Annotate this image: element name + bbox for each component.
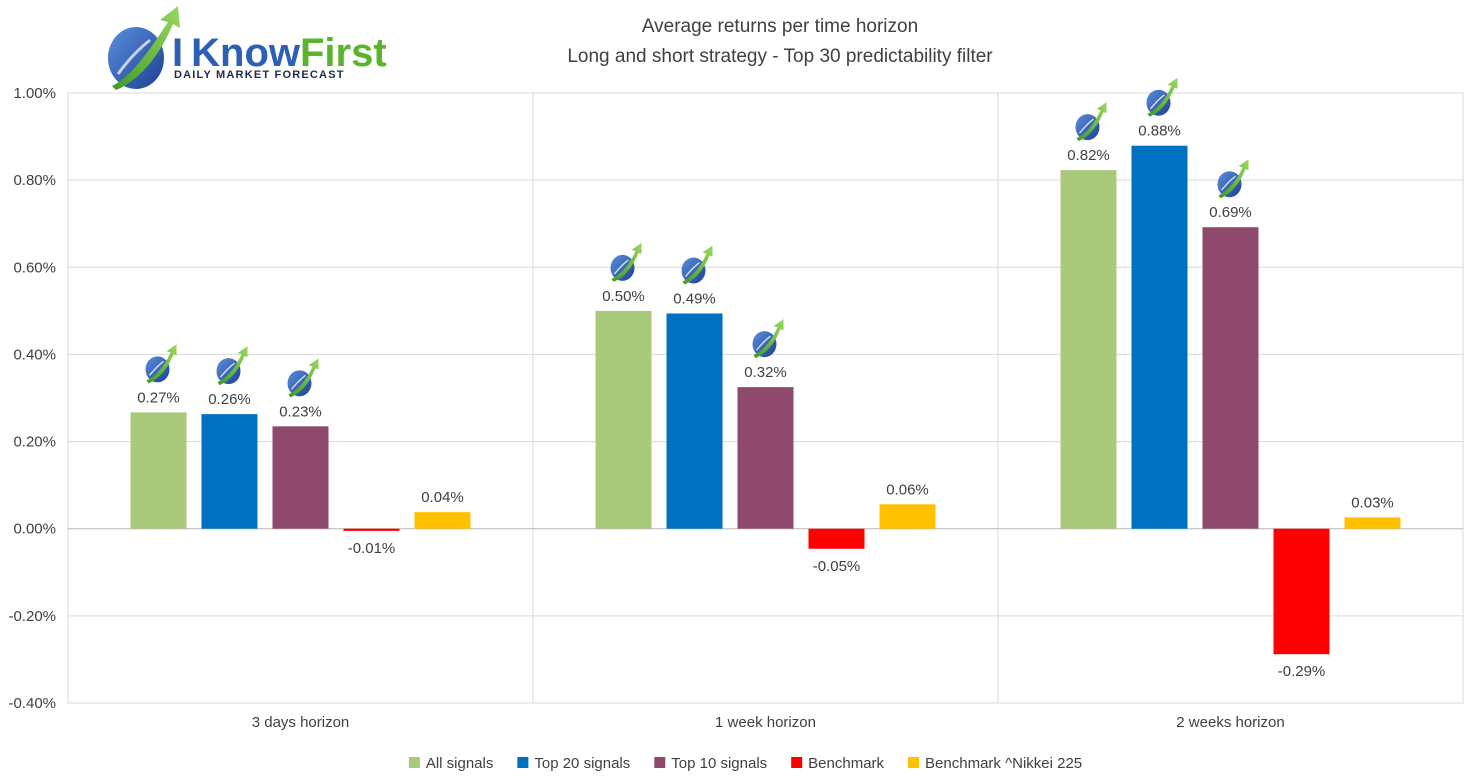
logo-badge-icon bbox=[681, 245, 713, 285]
legend-swatch bbox=[408, 757, 420, 768]
data-label: 0.69% bbox=[1209, 204, 1252, 221]
y-tick-label: 1.00% bbox=[13, 85, 56, 102]
data-label: 0.49% bbox=[673, 290, 716, 307]
logo-tagline: Daily Market Forecast bbox=[174, 69, 345, 81]
bar-all-signals bbox=[595, 310, 652, 529]
logo-emblem-icon bbox=[108, 6, 180, 90]
data-label: 0.88% bbox=[1138, 123, 1181, 140]
data-label: 0.23% bbox=[279, 403, 322, 420]
logo-badge-icon bbox=[752, 319, 784, 359]
bar-benchmark-nikkei-225 bbox=[879, 504, 936, 529]
x-axis: 3 days horizon 1 week horizon 2 weeks hori… bbox=[252, 714, 1285, 731]
legend: All signals Top 20 signals Top 10 signals B… bbox=[408, 755, 1082, 772]
legend-swatch bbox=[517, 757, 529, 768]
data-label: -0.01% bbox=[348, 540, 396, 557]
data-label: 0.27% bbox=[137, 389, 180, 406]
legend-swatch bbox=[791, 757, 803, 768]
y-tick-label: 0.20% bbox=[13, 434, 56, 451]
data-label: 0.82% bbox=[1067, 147, 1110, 164]
bar-benchmark-nikkei-225 bbox=[1344, 517, 1401, 529]
y-tick-label: 0.00% bbox=[13, 521, 56, 538]
bar-benchmark-nikkei-225 bbox=[414, 512, 471, 529]
bar-top-10-signals bbox=[737, 387, 794, 529]
bar-top-10-signals bbox=[1202, 227, 1259, 529]
bar-top-20-signals bbox=[201, 414, 258, 529]
chart-title-line-1: Average returns per time horizon bbox=[642, 16, 918, 37]
legend-swatch bbox=[908, 757, 920, 768]
bar-benchmark bbox=[343, 528, 400, 531]
logo-badge-icon bbox=[1075, 102, 1107, 142]
logo-badge-icon bbox=[610, 242, 642, 282]
data-label: 0.50% bbox=[602, 288, 645, 305]
legend-swatch bbox=[654, 757, 666, 768]
logo-badge-icon bbox=[287, 358, 319, 398]
legend-label: Top 10 signals bbox=[671, 755, 767, 772]
logo-badge-icon bbox=[216, 346, 248, 386]
data-label: 0.26% bbox=[208, 391, 251, 408]
logo-badge-icon bbox=[1146, 77, 1178, 117]
bar-top-10-signals bbox=[272, 426, 329, 529]
legend-label: All signals bbox=[426, 755, 494, 772]
x-category-label: 2 weeks horizon bbox=[1176, 714, 1284, 731]
logo-badge-icon bbox=[145, 344, 177, 384]
y-tick-label: 0.60% bbox=[13, 259, 56, 276]
bar-benchmark bbox=[808, 528, 865, 549]
data-label: 0.04% bbox=[421, 489, 464, 506]
data-label: -0.29% bbox=[1278, 663, 1326, 680]
x-category-label: 1 week horizon bbox=[715, 714, 816, 731]
bar-all-signals bbox=[130, 412, 187, 529]
chart-title-line-2: Long and short strategy - Top 30 predict… bbox=[567, 46, 993, 67]
legend-label: Benchmark ^Nikkei 225 bbox=[925, 755, 1082, 772]
y-tick-label: 0.80% bbox=[13, 172, 56, 189]
data-label: 0.32% bbox=[744, 364, 787, 381]
bar-top-20-signals bbox=[666, 313, 723, 529]
data-label: 0.03% bbox=[1351, 494, 1394, 511]
bar-top-20-signals bbox=[1131, 145, 1188, 529]
data-label: -0.05% bbox=[813, 558, 861, 575]
data-label: 0.06% bbox=[886, 481, 929, 498]
y-axis: 1.00% 0.80% 0.60% 0.40% 0.20% 0.00% -0.20% -0.4… bbox=[8, 85, 56, 712]
legend-label: Benchmark bbox=[808, 755, 884, 772]
y-tick-label: 0.40% bbox=[13, 346, 56, 363]
company-logo: I KnowFirst Daily Market Forecast bbox=[108, 6, 387, 90]
bar-all-signals bbox=[1060, 170, 1117, 529]
logo-text: I KnowFirst bbox=[172, 31, 387, 75]
x-category-label: 3 days horizon bbox=[252, 714, 350, 731]
y-tick-label: -0.20% bbox=[8, 608, 56, 625]
logo-badge-icon bbox=[1217, 159, 1249, 199]
legend-label: Top 20 signals bbox=[534, 755, 630, 772]
bars: 0.27% 0.26% 0.23% -0.01% 0.04% 0.50% 0.49% 0.32… bbox=[130, 77, 1401, 680]
y-tick-label: -0.40% bbox=[8, 695, 56, 712]
bar-benchmark bbox=[1273, 528, 1330, 655]
